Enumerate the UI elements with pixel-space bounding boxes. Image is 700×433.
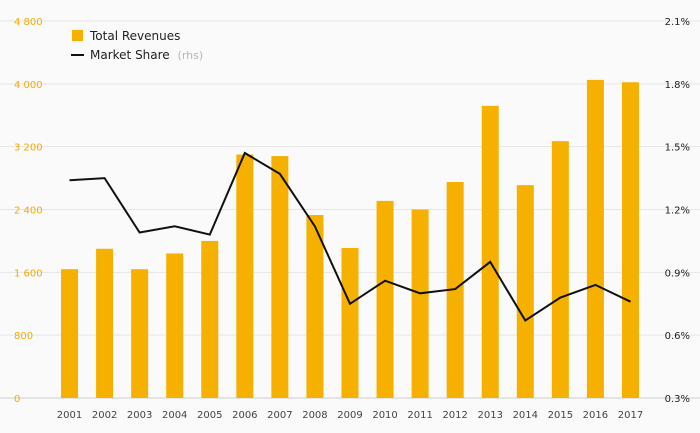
- legend-label-revenues: Total Revenues: [89, 29, 180, 43]
- x-tick-label: 2003: [127, 410, 152, 421]
- bar-2003: [131, 269, 149, 398]
- bar-2001: [61, 269, 79, 398]
- x-tick-label: 2008: [302, 410, 327, 421]
- x-tick-label: 2009: [337, 410, 362, 421]
- bar-2014: [516, 185, 534, 398]
- left-tick-label: 800: [14, 331, 33, 342]
- bar-2002: [96, 248, 114, 398]
- left-tick-label: 0: [14, 394, 20, 405]
- x-tick-label: 2010: [372, 410, 397, 421]
- bar-2017: [621, 82, 639, 398]
- left-axis-ticks: 0 800 1 600 2 400 3 200 4 000 4 800: [14, 17, 43, 405]
- x-tick-label: 2011: [407, 410, 432, 421]
- left-tick-label: 4 000: [14, 80, 43, 91]
- bar-2010: [376, 200, 394, 398]
- legend-swatch-revenues: [72, 30, 83, 41]
- market-share-line: [69, 151, 631, 322]
- left-tick-label: 3 200: [14, 143, 43, 154]
- x-axis-ticks: 2001 2002 2003 2004 2005 2006 2007 2008 2009 2010…: [57, 410, 643, 421]
- right-tick-label: 1.5%: [665, 143, 690, 154]
- x-tick-label: 2006: [232, 410, 257, 421]
- x-tick-label: 2005: [197, 410, 222, 421]
- bar-2004: [166, 253, 184, 398]
- left-tick-label: 4 800: [14, 17, 43, 28]
- x-tick-label: 2014: [513, 410, 538, 421]
- x-tick-label: 2017: [618, 410, 643, 421]
- bar-2009: [341, 247, 359, 398]
- x-tick-label: 2013: [478, 410, 503, 421]
- right-axis-ticks: 0.3% 0.6% 0.9% 1.2% 1.5% 1.8% 2.1%: [665, 17, 690, 405]
- right-tick-label: 0.3%: [665, 394, 690, 405]
- bar-2015: [551, 141, 569, 398]
- x-tick-label: 2004: [162, 410, 187, 421]
- bar-2013: [481, 105, 499, 398]
- right-tick-label: 1.2%: [665, 206, 690, 217]
- legend-label-market-share: Market Share: [90, 48, 170, 62]
- right-tick-label: 1.8%: [665, 80, 690, 91]
- right-tick-label: 2.1%: [665, 17, 690, 28]
- x-tick-label: 2012: [442, 410, 467, 421]
- x-tick-label: 2007: [267, 410, 292, 421]
- right-tick-label: 0.6%: [665, 331, 690, 342]
- bar-2006: [236, 154, 254, 398]
- bar-2007: [271, 156, 289, 398]
- x-tick-label: 2016: [583, 410, 608, 421]
- right-tick-label: 0.9%: [665, 268, 690, 279]
- svg-text:Market Share (rhs): Market Share (rhs): [90, 48, 203, 62]
- left-tick-label: 1 600: [14, 268, 43, 279]
- legend: Total Revenues Market Share (rhs): [71, 29, 203, 62]
- left-tick-label: 2 400: [14, 206, 43, 217]
- market-share-line-group: [69, 151, 631, 322]
- legend-label-rhs-note: (rhs): [178, 49, 204, 62]
- x-tick-label: 2001: [57, 410, 82, 421]
- bar-2005: [201, 240, 219, 398]
- bar-2008: [306, 214, 324, 398]
- revenue-bars: [61, 79, 639, 398]
- bar-2011: [411, 209, 429, 398]
- x-tick-label: 2015: [548, 410, 573, 421]
- bar-2016: [586, 79, 604, 398]
- x-tick-label: 2002: [92, 410, 117, 421]
